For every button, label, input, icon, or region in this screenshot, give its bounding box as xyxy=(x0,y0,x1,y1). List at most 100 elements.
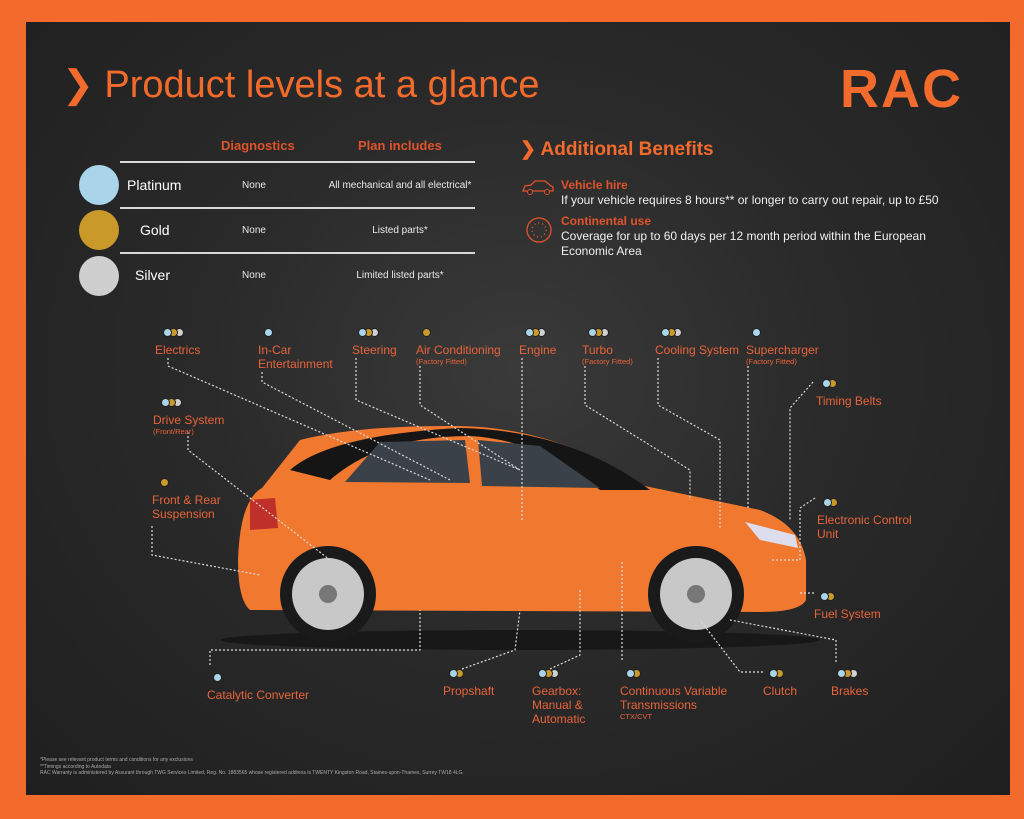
level-dots xyxy=(213,673,327,682)
platinum-dot xyxy=(213,673,222,682)
part-label: Catalytic Converter xyxy=(207,688,310,702)
platinum-dot xyxy=(822,379,831,388)
part-brakes: Brakes xyxy=(831,669,886,698)
part-label: Steering xyxy=(352,343,397,357)
platinum-dot xyxy=(449,669,458,678)
level-platinum: Platinum xyxy=(127,177,182,193)
level-dots xyxy=(422,328,516,337)
infographic-panel xyxy=(26,22,1010,795)
platinum-dot xyxy=(661,328,670,337)
part-label: Supercharger xyxy=(746,343,819,357)
part-label: Drive System xyxy=(153,413,225,427)
platinum-dot xyxy=(358,328,367,337)
level-dots xyxy=(769,669,818,678)
level-dots xyxy=(837,669,886,678)
includes-cell: Limited listed parts* xyxy=(356,270,444,281)
part-sublabel: (Factory Fitted) xyxy=(416,357,467,366)
front-wheel xyxy=(648,546,744,642)
part-label: Brakes xyxy=(831,684,869,698)
level-dots xyxy=(163,328,245,337)
platinum-dot xyxy=(264,328,273,337)
part-label: Electrics xyxy=(155,343,201,357)
level-dots xyxy=(538,669,607,678)
gold-dot xyxy=(422,328,431,337)
vehicle-hire-text: If your vehicle requires 8 hours** or lo… xyxy=(561,193,939,207)
platinum-swatch xyxy=(79,165,119,205)
level-dots xyxy=(626,669,745,678)
part-cooling-system: Cooling System xyxy=(655,328,743,357)
headlight xyxy=(745,522,798,548)
gold-swatch xyxy=(79,210,119,250)
divider xyxy=(120,207,475,209)
platinum-dot xyxy=(525,328,534,337)
col-plan-includes: Plan includes xyxy=(358,138,442,153)
part-label: Engine xyxy=(519,343,557,357)
part-clutch: Clutch xyxy=(763,669,818,698)
platinum-dot xyxy=(626,669,635,678)
platinum-dot xyxy=(163,328,172,337)
part-label: Air Conditioning xyxy=(416,343,501,357)
level-dots xyxy=(160,478,232,487)
gold-dot xyxy=(160,478,169,487)
level-dots xyxy=(588,328,648,337)
part-gearbox-manual-automatic: Gearbox: Manual & Automatic xyxy=(532,669,607,726)
part-engine: Engine xyxy=(519,328,574,357)
rear-window xyxy=(345,440,470,483)
part-label: Continuous Variable Transmissions xyxy=(620,684,728,712)
part-label: Propshaft xyxy=(443,684,495,698)
continental-use-text: Coverage for up to 60 days per 12 month … xyxy=(561,229,926,258)
footnotes: *Please see relevant product terms and c… xyxy=(40,757,464,777)
leader-lines xyxy=(151,358,837,673)
page-title: ❯ Product levels at a glance xyxy=(62,64,540,106)
part-front-rear-suspension: Front & Rear Suspension xyxy=(152,478,232,521)
diagnostics-cell: None xyxy=(242,225,266,236)
benefits-title-text: Additional Benefits xyxy=(540,139,714,160)
level-dots xyxy=(822,379,906,388)
part-propshaft: Propshaft xyxy=(443,669,523,698)
part-label: Fuel System xyxy=(814,607,881,621)
eu-stars-icon xyxy=(526,217,552,243)
footnote: **Timings according to Autodata xyxy=(40,763,111,770)
part-timing-belts: Timing Belts xyxy=(816,379,906,408)
diagnostics-cell: None xyxy=(242,180,266,191)
part-in-car-entertainment: In-Car Entertainment xyxy=(258,328,338,371)
diagnostics-cell: None xyxy=(242,270,266,281)
rac-logo: RAC xyxy=(840,59,963,119)
divider xyxy=(120,252,475,254)
page-title-text: Product levels at a glance xyxy=(104,64,540,106)
part-turbo: Turbo (Factory Fitted) xyxy=(582,328,648,366)
includes-cell: All mechanical and all electrical* xyxy=(328,180,472,191)
level-silver: Silver xyxy=(135,267,171,283)
footnote: *Please see relevant product terms and c… xyxy=(40,757,193,763)
part-steering: Steering xyxy=(352,328,412,357)
platinum-dot xyxy=(161,398,170,407)
part-sublabel: (Factory Fitted) xyxy=(746,357,797,366)
continental-use-title: Continental use xyxy=(561,214,652,228)
footnote: RAC Warranty is administered by Assurant… xyxy=(40,770,464,776)
level-dots xyxy=(823,498,927,507)
level-dots xyxy=(525,328,574,337)
platinum-dot xyxy=(538,669,547,678)
platinum-dot xyxy=(823,498,832,507)
part-sublabel: (Factory Fitted) xyxy=(582,357,633,366)
part-label: Turbo xyxy=(582,343,613,357)
part-electrics: Electrics xyxy=(155,328,245,357)
tail-light xyxy=(250,498,278,530)
part-label: Timing Belts xyxy=(816,394,882,408)
part-sublabel: CTX/CVT xyxy=(620,712,653,721)
part-label: Gearbox: Manual & Automatic xyxy=(532,684,586,726)
part-electronic-control-unit: Electronic Control Unit xyxy=(817,498,927,541)
part-fuel-system: Fuel System xyxy=(814,592,904,621)
part-air-conditioning: Air Conditioning (Factory Fitted) xyxy=(416,328,516,366)
part-label: Electronic Control Unit xyxy=(817,513,912,541)
platinum-dot xyxy=(752,328,761,337)
platinum-dot xyxy=(837,669,846,678)
level-dots xyxy=(752,328,826,337)
col-diagnostics: Diagnostics xyxy=(221,138,295,153)
part-drive-system: Drive System (Front/Rear) xyxy=(153,398,293,436)
part-supercharger: Supercharger (Factory Fitted) xyxy=(746,328,826,366)
part-continuous-variable-transmissions: Continuous Variable Transmissions CTX/CVT xyxy=(620,669,745,721)
level-dots xyxy=(161,398,293,407)
part-catalytic-converter: Catalytic Converter xyxy=(207,673,327,702)
